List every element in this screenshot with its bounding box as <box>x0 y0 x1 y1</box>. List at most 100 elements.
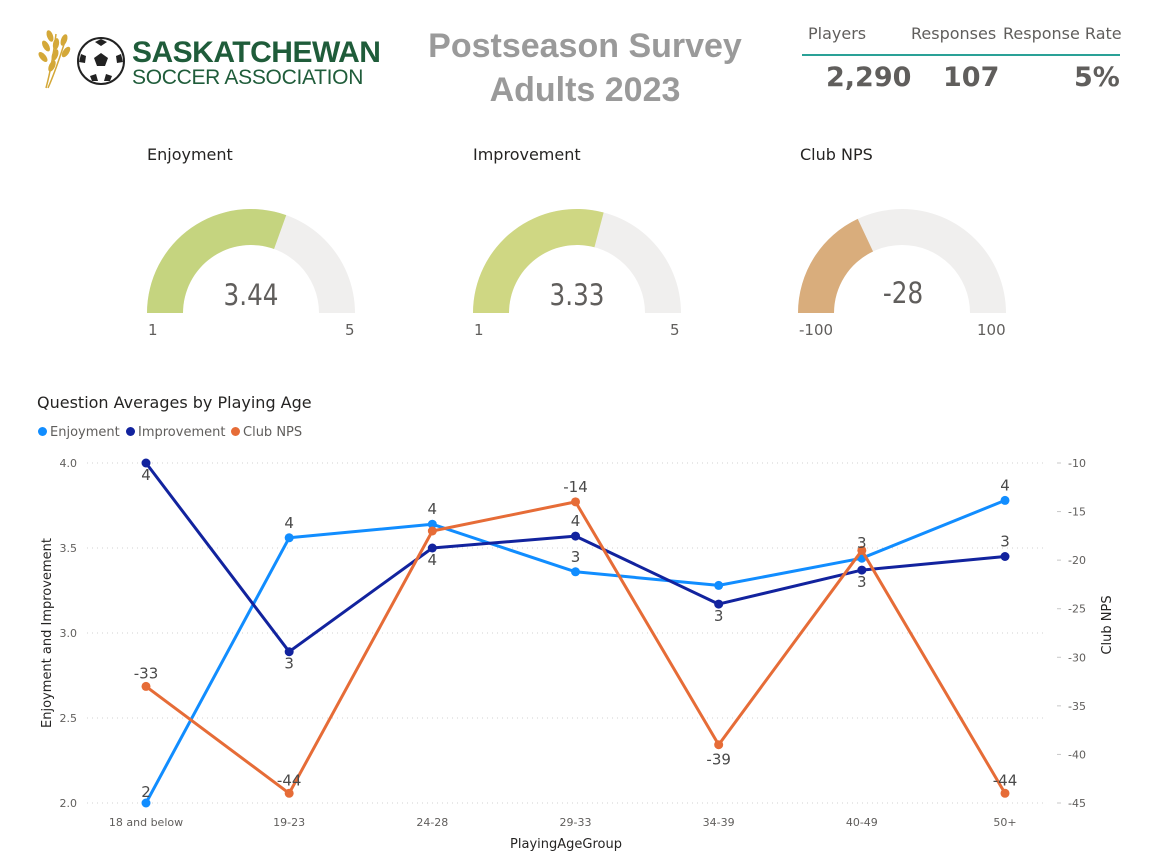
improvement-gauge-max: 5 <box>670 321 680 339</box>
improvement-gauge-title: Improvement <box>473 145 581 164</box>
enjoyment-point <box>427 519 437 529</box>
enjoyment-point <box>284 533 294 543</box>
improvement-gauge-value: 3.33 <box>549 278 605 312</box>
y-right-tick-label: -10 <box>1068 457 1086 470</box>
y-left-tick-label: 3.0 <box>60 627 78 640</box>
legend-club-nps[interactable]: Club NPS <box>231 425 302 440</box>
improvement-data-label: 3 <box>857 573 867 591</box>
enjoyment-line <box>144 499 1006 804</box>
y-right-tick-label: -15 <box>1068 506 1086 519</box>
enjoyment-data-label: 4 <box>1000 476 1010 494</box>
x-tick-label: 50+ <box>993 816 1016 829</box>
club-nps-data-label: -33 <box>134 664 159 682</box>
enjoyment-data-label: 2 <box>141 783 151 801</box>
y-left-tick-label: 3.5 <box>60 542 78 555</box>
soccer-ball-icon <box>77 37 125 85</box>
improvement-point <box>1000 552 1010 561</box>
title-line2: Adults 2023 <box>489 71 681 109</box>
improvement-data-label: 3 <box>284 655 294 673</box>
enjoyment-gauge-fill <box>147 209 287 313</box>
club-nps-point <box>1000 788 1010 798</box>
enjoyment-point <box>571 567 580 577</box>
y-left-tick-label: 4.0 <box>60 457 78 470</box>
line-chart: 2.0 2.5 3.0 3.5 4.0 -45 -40 -35 -30 -25 -20 -15 -10 1… <box>40 457 1115 852</box>
enjoyment-data-label: 3 <box>571 548 581 566</box>
club-nps-point <box>427 526 437 536</box>
club-nps-data-label: -44 <box>993 771 1018 789</box>
legend-club-nps-marker <box>231 427 240 436</box>
club-nps-gauge-min: -100 <box>799 321 834 339</box>
improvement-data-label: 3 <box>1000 533 1010 551</box>
improvement-point <box>571 531 580 541</box>
legend-improvement[interactable]: Improvement <box>126 425 225 440</box>
club-nps-data-label: -39 <box>706 751 731 769</box>
y-right-tick-label: -45 <box>1068 797 1086 810</box>
club-nps-point <box>284 788 294 798</box>
improvement-point <box>427 543 437 553</box>
enjoyment-gauge-title: Enjoyment <box>147 145 233 164</box>
players-value: 2,290 <box>826 62 912 93</box>
y-left-tick-label: 2.5 <box>60 712 78 725</box>
legend-enjoyment[interactable]: Enjoyment <box>38 425 120 440</box>
players-label: Players <box>808 24 867 43</box>
improvement-data-label: 4 <box>428 551 438 569</box>
club-nps-data-label: -14 <box>563 478 588 496</box>
improvement-point <box>857 565 867 575</box>
club-nps-gauge-title: Club NPS <box>800 145 873 164</box>
x-tick-label: 24-28 <box>416 816 448 829</box>
legend-improvement-marker <box>126 427 135 436</box>
response-rate-label: Response Rate <box>1003 24 1122 43</box>
logo-line2: SOCCER ASSOCIATION <box>132 66 364 89</box>
enjoyment-gauge-min: 1 <box>148 321 158 339</box>
y-right-tick-label: -20 <box>1068 554 1086 567</box>
club-nps-line <box>145 500 1007 795</box>
y-right-tick-label: -40 <box>1068 748 1086 761</box>
page-title: Postseason Survey Adults 2023 <box>420 24 750 112</box>
enjoyment-gauge-max: 5 <box>345 321 355 339</box>
response-rate-value: 5% <box>1074 62 1120 93</box>
y-right-tick-label: -35 <box>1068 700 1086 713</box>
enjoyment-data-label: 4 <box>284 514 294 532</box>
enjoyment-data-label: 4 <box>428 500 438 518</box>
enjoyment-gauge-value: 3.44 <box>223 278 279 312</box>
responses-value: 107 <box>943 62 1000 93</box>
club-nps-point <box>714 740 724 750</box>
x-tick-label: 18 and below <box>109 816 183 829</box>
wheat-icon <box>38 30 71 89</box>
improvement-point <box>284 647 294 657</box>
x-tick-label: 40-49 <box>846 816 878 829</box>
enjoyment-point <box>141 798 151 808</box>
responses-label: Responses <box>911 24 997 43</box>
club-nps-data-label: -44 <box>277 771 302 789</box>
y-left-axis-title: Enjoyment and Improvement <box>40 538 55 728</box>
club-nps-gauge-max: 100 <box>977 321 1006 339</box>
x-tick-label: 29-33 <box>560 816 592 829</box>
x-tick-label: 34-39 <box>703 816 735 829</box>
improvement-data-label: 4 <box>141 466 151 484</box>
logo-line1: SASKATCHEWAN <box>132 36 381 69</box>
improvement-point <box>141 458 151 468</box>
improvement-point <box>714 599 724 609</box>
y-right-tick-label: -30 <box>1068 651 1086 664</box>
y-right-axis-title: Club NPS <box>1100 595 1115 654</box>
chart-title: Question Averages by Playing Age <box>37 393 312 412</box>
improvement-gauge-min: 1 <box>474 321 484 339</box>
title-line1: Postseason Survey <box>428 27 742 65</box>
y-right-tick-label: -25 <box>1068 603 1086 616</box>
club-nps-point <box>857 545 867 555</box>
enjoyment-point <box>1000 495 1010 505</box>
y-left-tick-label: 2.0 <box>60 797 78 810</box>
enjoyment-data-label: 3 <box>857 534 867 552</box>
x-tick-label: 19-23 <box>273 816 305 829</box>
club-nps-gauge-fill <box>798 218 874 313</box>
kpi-divider <box>802 54 1120 56</box>
x-axis-title: PlayingAgeGroup <box>510 837 622 852</box>
enjoyment-point <box>714 580 724 590</box>
club-nps-point <box>571 497 580 507</box>
club-nps-gauge-value: -28 <box>882 276 924 310</box>
improvement-data-label: 4 <box>571 512 581 530</box>
improvement-gauge-fill <box>473 208 604 313</box>
gauges-svg <box>147 208 1006 313</box>
association-logo: SASKATCHEWAN SOCCER ASSOCIATION <box>36 22 381 92</box>
club-nps-point <box>141 681 151 691</box>
